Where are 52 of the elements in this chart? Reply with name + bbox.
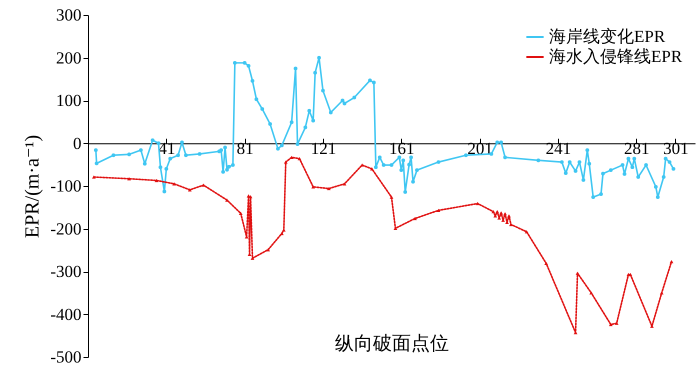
point [311,185,316,188]
x-axis-title: 纵向破面点位 [335,334,449,354]
point [326,186,331,190]
y-tick-label: -500 [50,348,82,366]
point [499,211,504,215]
point [342,182,346,186]
y-tick-label: -400 [50,304,82,324]
point [370,167,374,171]
point [92,175,96,179]
point [524,230,528,234]
point [202,184,206,187]
point [413,216,417,220]
point [280,232,284,236]
point [127,177,131,180]
point [282,228,286,232]
point [250,256,254,260]
point [509,222,513,226]
y-tick-label: 0 [73,134,82,153]
x-tick-label: 241 [546,138,572,158]
point [172,182,176,186]
legend-label: 海岸线变化EPR [549,27,666,46]
point [491,210,496,214]
point [574,331,578,334]
point [298,157,302,160]
line-series [92,156,674,334]
point [360,163,364,167]
point [614,322,619,325]
point [670,260,674,264]
y-tick-label: 200 [56,48,82,68]
point [436,208,440,212]
point [660,291,664,294]
point [576,272,580,275]
y-tick-label: 300 [56,6,82,24]
y-axis-title: EPR/(m·a⁻¹) [21,134,44,238]
point [476,202,480,206]
point [238,212,243,215]
point [284,160,288,164]
point [154,178,158,182]
point [608,322,613,326]
point [503,212,507,216]
y-tick-label: -300 [50,262,82,281]
point [266,248,270,252]
x-tick-label: 81 [236,138,254,158]
y-tick-label: 100 [56,91,82,110]
point [544,262,548,265]
point [507,214,511,218]
point [589,291,594,294]
y-tick-label: -200 [50,219,82,238]
legend-label: 海水入侵锋线EPR [549,47,683,66]
point [188,188,192,192]
y-tick-label: -100 [50,176,82,196]
point [495,210,500,214]
